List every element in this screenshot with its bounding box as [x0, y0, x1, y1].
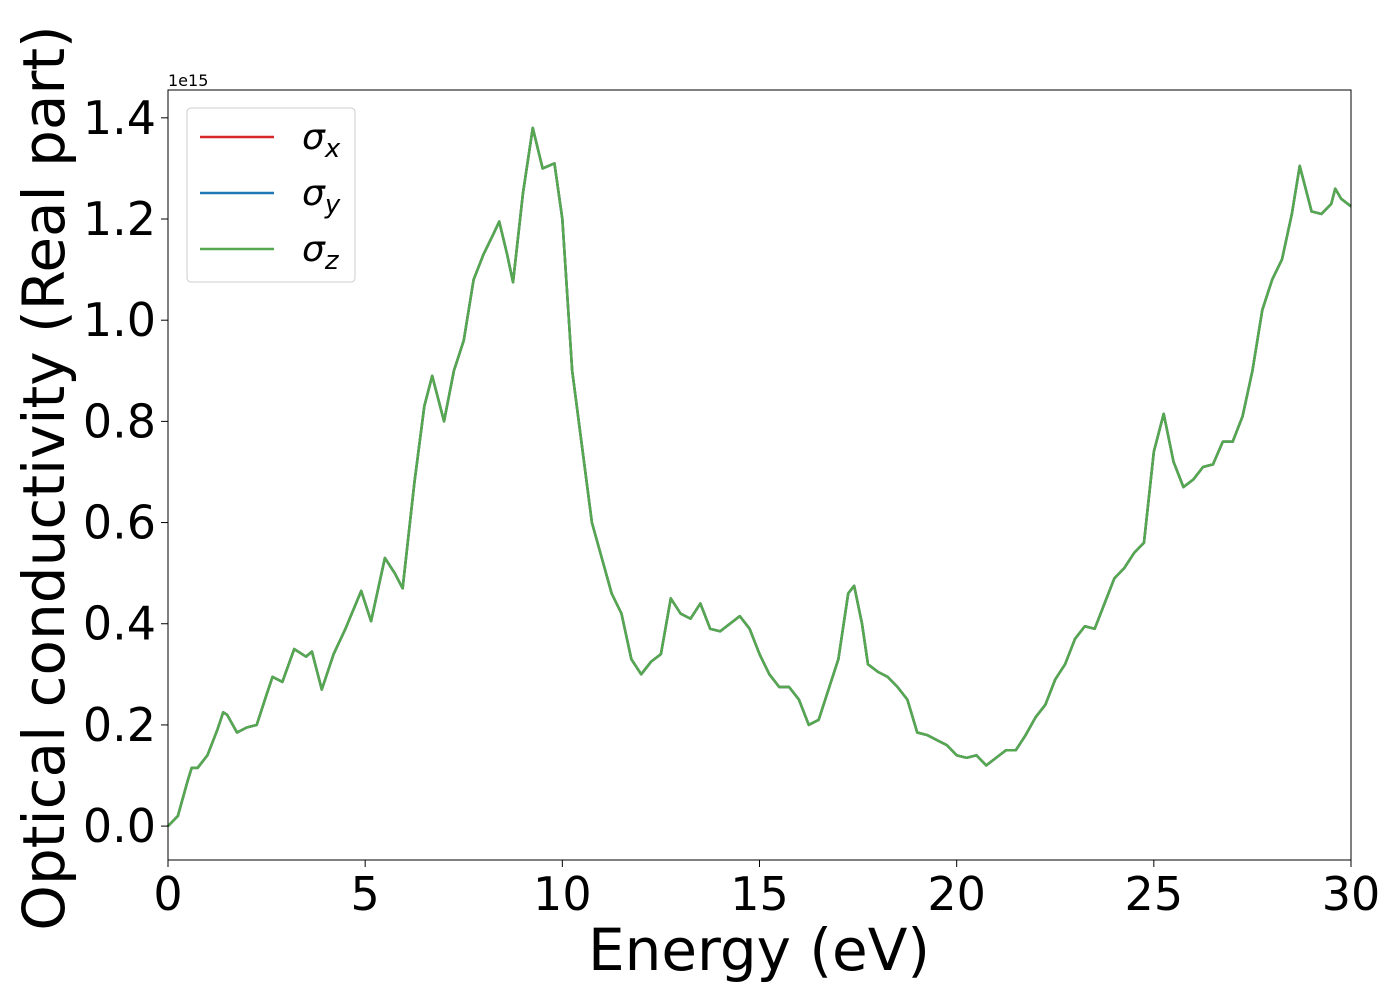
x-tick-label: 10: [533, 867, 592, 921]
x-tick-label: 20: [927, 867, 986, 921]
legend-label: σx: [302, 117, 341, 164]
legend-box: [186, 107, 356, 283]
plot-frame: [167, 89, 1352, 861]
y-offset-label: 1e15: [168, 71, 208, 90]
series-line: [167, 126, 1352, 827]
y-axis-label: Optical conductivity (Real part): [10, 25, 78, 930]
y-tick-label: 0.4: [83, 597, 156, 651]
legend-label: σy: [302, 173, 341, 220]
x-tick-label: 0: [153, 867, 182, 921]
y-tick-label: 1.2: [83, 192, 156, 246]
legend-label: σz: [302, 229, 340, 276]
y-tick-label: 1.4: [83, 91, 156, 145]
y-tick-label: 1.0: [83, 293, 156, 347]
y-tick-label: 0.6: [83, 496, 156, 550]
x-axis-label: Energy (eV): [588, 916, 930, 984]
y-tick-label: 0.8: [83, 394, 156, 448]
x-tick-label: 5: [351, 867, 380, 921]
x-tick-label: 30: [1322, 867, 1381, 921]
y-tick-label: 0.0: [83, 799, 156, 853]
legend: σx σy σz: [186, 107, 356, 283]
x-tick-label: 25: [1125, 867, 1184, 921]
x-tick-label: 15: [730, 867, 789, 921]
y-tick-label: 0.2: [83, 698, 156, 752]
